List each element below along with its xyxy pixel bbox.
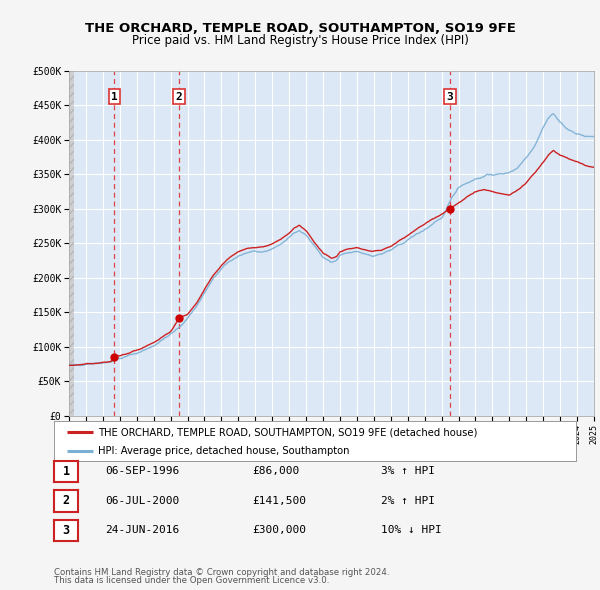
Text: Contains HM Land Registry data © Crown copyright and database right 2024.: Contains HM Land Registry data © Crown c… — [54, 568, 389, 577]
Text: This data is licensed under the Open Government Licence v3.0.: This data is licensed under the Open Gov… — [54, 576, 329, 585]
Text: 2: 2 — [176, 91, 182, 101]
Text: £86,000: £86,000 — [252, 467, 299, 476]
Text: 3: 3 — [446, 91, 453, 101]
Text: 2% ↑ HPI: 2% ↑ HPI — [381, 496, 435, 506]
Text: 2: 2 — [62, 494, 70, 507]
Text: £141,500: £141,500 — [252, 496, 306, 506]
Text: 06-JUL-2000: 06-JUL-2000 — [105, 496, 179, 506]
Text: 24-JUN-2016: 24-JUN-2016 — [105, 526, 179, 535]
Text: 3% ↑ HPI: 3% ↑ HPI — [381, 467, 435, 476]
Text: THE ORCHARD, TEMPLE ROAD, SOUTHAMPTON, SO19 9FE: THE ORCHARD, TEMPLE ROAD, SOUTHAMPTON, S… — [85, 22, 515, 35]
Text: 3: 3 — [62, 524, 70, 537]
Text: 06-SEP-1996: 06-SEP-1996 — [105, 467, 179, 476]
Text: THE ORCHARD, TEMPLE ROAD, SOUTHAMPTON, SO19 9FE (detached house): THE ORCHARD, TEMPLE ROAD, SOUTHAMPTON, S… — [98, 427, 478, 437]
Bar — [61, 71, 74, 416]
Text: HPI: Average price, detached house, Southampton: HPI: Average price, detached house, Sout… — [98, 445, 350, 455]
Text: 10% ↓ HPI: 10% ↓ HPI — [381, 526, 442, 535]
Text: 1: 1 — [111, 91, 118, 101]
Text: Price paid vs. HM Land Registry's House Price Index (HPI): Price paid vs. HM Land Registry's House … — [131, 34, 469, 47]
Text: £300,000: £300,000 — [252, 526, 306, 535]
Text: 1: 1 — [62, 465, 70, 478]
